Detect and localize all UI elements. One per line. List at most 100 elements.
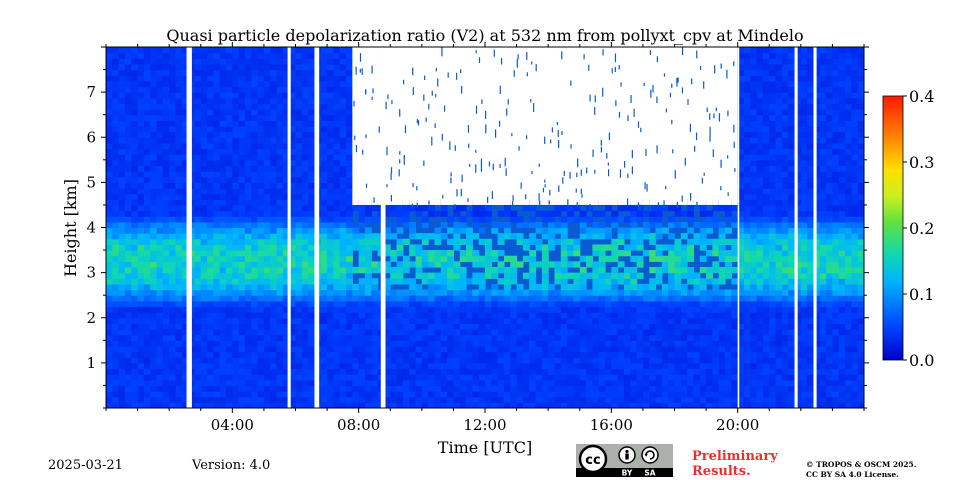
heatmap-cell (567, 300, 575, 308)
heatmap-cell (308, 103, 316, 110)
heatmap-cell (567, 357, 575, 364)
heatmap-cell (396, 340, 404, 347)
heatmap-cell (680, 312, 688, 319)
heatmap-cell (175, 283, 183, 291)
heatmap-cell (573, 278, 581, 285)
heatmap-cell (573, 391, 581, 398)
heatmap-cell (112, 92, 120, 99)
heatmap-cell (124, 244, 132, 251)
heatmap-cell (156, 97, 164, 105)
heatmap-cell (699, 255, 707, 262)
heatmap-cell (718, 334, 726, 341)
heatmap-cell (244, 385, 252, 392)
heatmap-cell (510, 289, 518, 296)
heatmap-cell (169, 58, 177, 65)
heatmap-cell (175, 306, 183, 313)
heatmap-speckle (538, 193, 540, 201)
heatmap-speckle (703, 172, 705, 176)
heatmap-cell (194, 63, 202, 71)
heatmap-cell (699, 238, 707, 246)
heatmap-cell (257, 131, 265, 138)
heatmap-cell (674, 402, 682, 408)
heatmap-cell (579, 289, 587, 296)
heatmap-cell (642, 312, 650, 319)
heatmap-cell (459, 402, 467, 408)
heatmap-cell (535, 312, 543, 319)
heatmap-cell (169, 345, 177, 353)
heatmap-cell (194, 255, 202, 262)
heatmap-cell (251, 188, 259, 195)
heatmap-cell (415, 379, 423, 387)
heatmap-cell (731, 289, 739, 296)
heatmap-cell (295, 204, 303, 212)
heatmap-cell (743, 142, 751, 150)
heatmap-cell (699, 379, 707, 387)
heatmap-cell (447, 329, 455, 336)
heatmap-speckle (492, 163, 494, 171)
heatmap-cell (497, 368, 505, 375)
heatmap-cell (516, 340, 524, 347)
heatmap-cell (251, 171, 259, 178)
heatmap-cell (579, 391, 587, 398)
heatmap-cell (630, 216, 638, 223)
heatmap-cell (327, 154, 334, 161)
heatmap-cell (156, 63, 164, 71)
heatmap-cell (346, 244, 353, 251)
heatmap-cell (516, 362, 524, 370)
heatmap-cell (257, 216, 265, 223)
heatmap-cell (725, 289, 732, 296)
heatmap-cell (706, 357, 713, 364)
heatmap-cell (535, 306, 543, 313)
heatmap-cell (699, 210, 707, 217)
heatmap-cell (687, 362, 695, 370)
heatmap-cell (112, 368, 120, 375)
heatmap-cell (339, 329, 347, 336)
heatmap-cell (522, 255, 530, 262)
heatmap-cell (617, 329, 625, 336)
heatmap-cell (573, 329, 581, 336)
heatmap-cell (636, 244, 644, 251)
heatmap-cell (687, 227, 695, 234)
heatmap-cell (586, 295, 593, 302)
heatmap-cell (586, 402, 593, 408)
heatmap-cell (529, 250, 537, 257)
heatmap-cell (617, 306, 625, 313)
heatmap-cell (143, 385, 151, 392)
heatmap-cell (106, 272, 113, 279)
heatmap-cell (415, 272, 423, 279)
heatmap-cell (219, 329, 227, 336)
heatmap-cell (421, 312, 429, 319)
heatmap-cell (276, 244, 284, 251)
heatmap-cell (383, 396, 391, 403)
heatmap-cell (592, 334, 600, 341)
heatmap-cell (219, 52, 227, 59)
heatmap-cell (447, 340, 455, 347)
heatmap-cell (725, 391, 732, 398)
heatmap-cell (175, 391, 183, 398)
heatmap-cell (327, 238, 334, 246)
heatmap-cell (725, 255, 732, 262)
heatmap-cell (301, 261, 309, 268)
heatmap-cell (118, 154, 126, 161)
heatmap-cell (485, 261, 492, 268)
heatmap-cell (466, 255, 473, 262)
heatmap-speckle (535, 64, 537, 72)
heatmap-cell (466, 385, 473, 392)
heatmap-cell (383, 244, 391, 251)
heatmap-cell (263, 92, 271, 99)
heatmap-cell (712, 295, 720, 302)
heatmap-cell (668, 374, 676, 381)
heatmap-cell (200, 75, 208, 82)
heatmap-cell (207, 340, 214, 347)
heatmap-cell (611, 272, 619, 279)
heatmap-speckle (687, 99, 689, 105)
heatmap-cell (617, 379, 625, 387)
heatmap-cell (630, 255, 638, 262)
heatmap-cell (257, 86, 265, 93)
heatmap-cell (750, 171, 758, 178)
heatmap-cell (295, 244, 303, 251)
heatmap-cell (756, 216, 764, 223)
heatmap-cell (131, 52, 139, 59)
heatmap-cell (339, 159, 347, 167)
heatmap-cell (219, 193, 227, 200)
